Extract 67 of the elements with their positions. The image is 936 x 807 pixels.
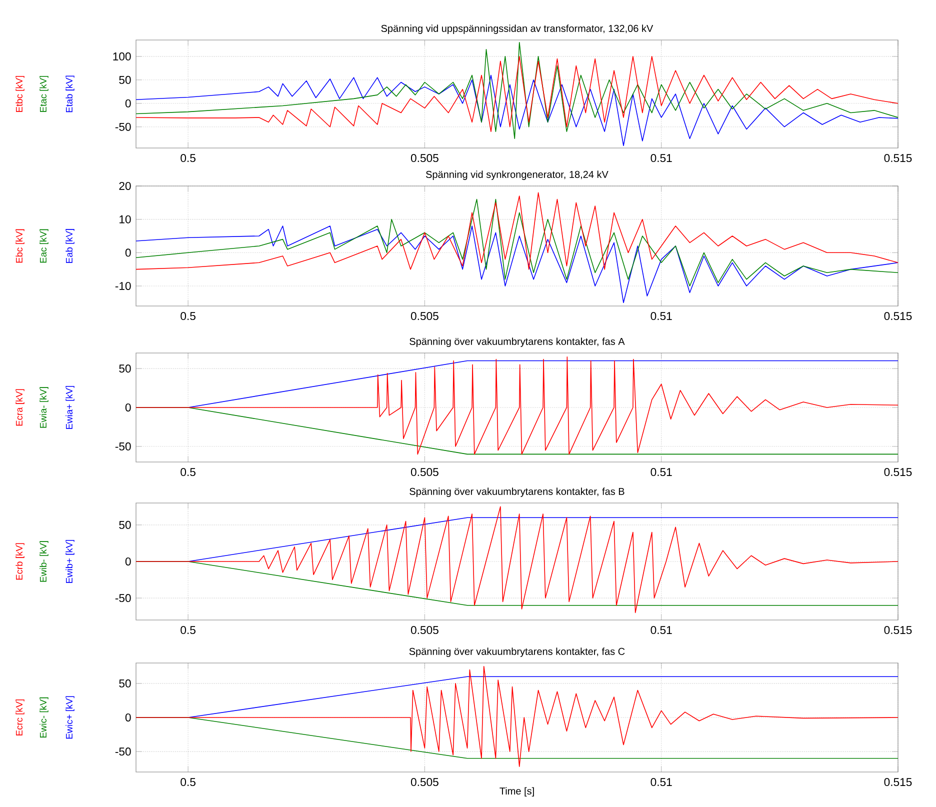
- y-tick-label: 0: [125, 99, 131, 108]
- text: Ewic- [kV]: [40, 697, 48, 738]
- y-tick-label: 20: [119, 182, 131, 190]
- x-tick-label: 0.515: [884, 312, 912, 320]
- text: Ewic+ [kV]: [66, 696, 74, 739]
- text: Eab [kV]: [66, 229, 74, 263]
- text: Ebc [kV]: [16, 229, 24, 263]
- y-tick-label: -50: [115, 442, 131, 450]
- y-tick-label: -10: [115, 282, 131, 290]
- text: Etbc [kV]: [16, 76, 24, 112]
- x-tick-label: 0.505: [410, 468, 438, 476]
- line-series: [136, 226, 898, 304]
- y-tick-label: 50: [119, 679, 131, 688]
- chart-title: Spänning över vakuumbrytarens kontakter, fas B: [410, 488, 624, 497]
- text: Ecrc [kV]: [16, 699, 24, 736]
- y-tick-label: -50: [115, 594, 131, 602]
- y-tick-label: 50: [119, 76, 131, 84]
- text: Ewia- [kV]: [40, 387, 48, 428]
- x-tick-label: 0.505: [410, 312, 438, 320]
- x-tick-label: 0.51: [650, 154, 672, 162]
- y-tick-label: 0: [125, 403, 131, 412]
- y-tick-label: -50: [115, 122, 131, 131]
- y-tick-label: 50: [119, 364, 131, 373]
- text: Ewia+ [kV]: [66, 386, 74, 429]
- line-series: [136, 198, 898, 286]
- x-tick-label: 0.51: [650, 312, 672, 320]
- line-series: [136, 356, 898, 455]
- x-tick-label: 0.5: [180, 626, 196, 634]
- text: Etac [kV]: [40, 76, 48, 112]
- x-tick-label: 0.5: [180, 468, 196, 476]
- chart-title: Spänning vid synkrongenerator, 18,24 kV: [426, 170, 608, 180]
- text: Ecra [kV]: [16, 389, 24, 426]
- y-tick-label: 10: [120, 215, 131, 224]
- x-tick-label: 0.5: [180, 778, 196, 786]
- y-tick-label: 0: [125, 713, 131, 722]
- chart-title: Spänning vid uppspänningssidan av transformator, 132,06 kV: [381, 24, 654, 34]
- x-tick-label: 0.515: [884, 154, 912, 162]
- chart-title: Spänning över vakuumbrytarens kontakter, fas C: [409, 648, 625, 657]
- y-tick-label: 0: [125, 557, 131, 566]
- chart-title: Spänning över vakuumbrytarens kontakter, fas A: [410, 338, 625, 347]
- y-tick-label: -50: [115, 748, 131, 756]
- text: Eac [kV]: [40, 229, 48, 263]
- x-tick-label: 0.51: [650, 778, 672, 786]
- line-series: [136, 74, 898, 146]
- text: Ewib+ [kV]: [66, 540, 74, 583]
- line-series: [136, 192, 898, 270]
- y-tick-label: 100: [113, 52, 131, 60]
- x-tick-label: 0.515: [884, 778, 912, 786]
- y-tick-label: 0: [125, 248, 131, 257]
- x-tick-label: 0.515: [884, 468, 912, 476]
- x-tick-label: 0.51: [650, 626, 672, 634]
- x-tick-label: 0.505: [410, 154, 438, 162]
- line-series: [136, 56, 898, 132]
- line-series: [136, 42, 898, 139]
- line-series: [136, 666, 898, 767]
- x-tick-label: 0.51: [650, 468, 672, 476]
- x-axis-title: Time [s]: [500, 787, 534, 797]
- x-tick-label: 0.505: [410, 626, 438, 634]
- x-tick-label: 0.515: [884, 626, 912, 634]
- y-tick-label: 50: [119, 520, 131, 529]
- line-series: [136, 506, 898, 614]
- x-tick-label: 0.505: [410, 778, 438, 786]
- x-tick-label: 0.5: [180, 312, 196, 320]
- text: Ecrb [kV]: [16, 543, 24, 580]
- text: Ewib- [kV]: [40, 541, 48, 582]
- x-tick-label: 0.5: [180, 154, 196, 162]
- text: Etab [kV]: [66, 76, 74, 112]
